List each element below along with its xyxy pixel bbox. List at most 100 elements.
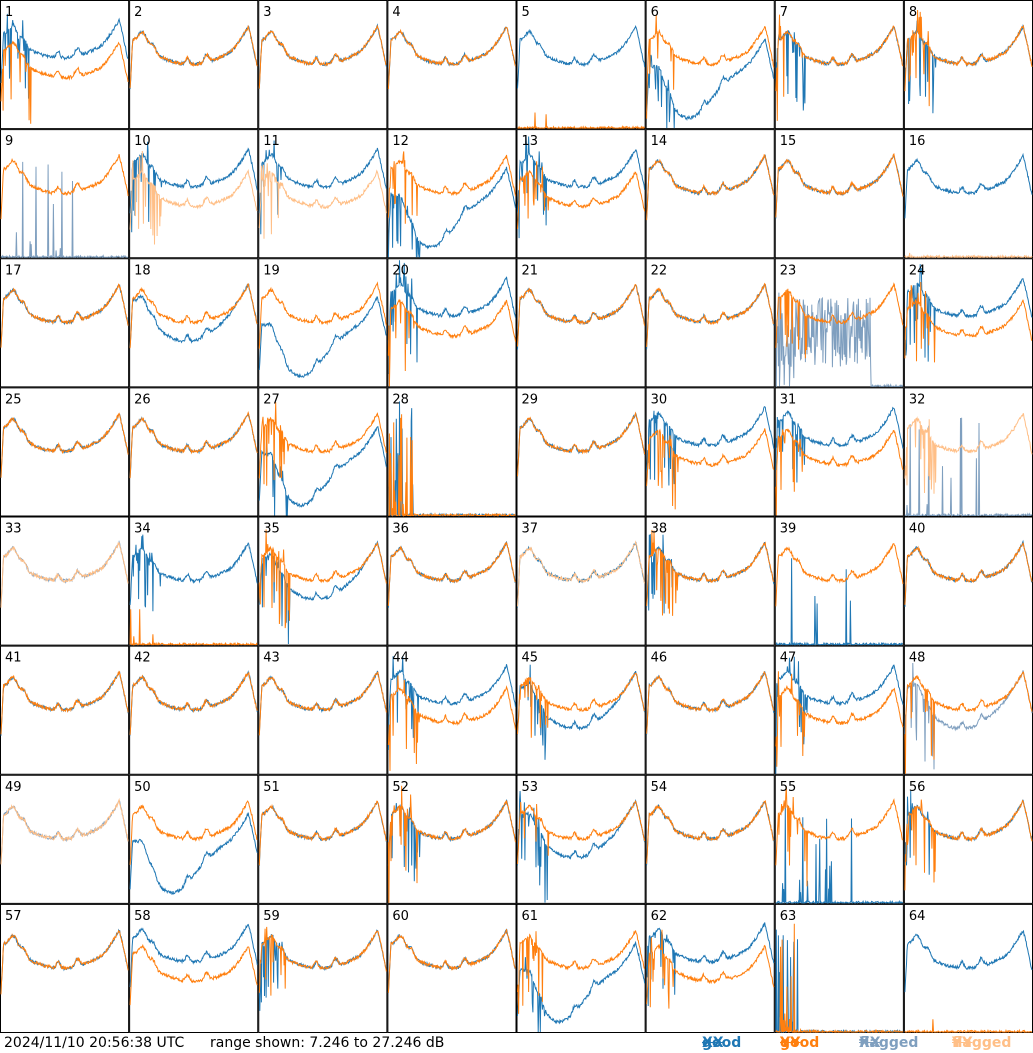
series-yy-60 [387,929,516,993]
series-yy-57 [0,929,129,995]
series-xx-44 [387,656,516,751]
series-yy-32 [904,412,1033,494]
panel-label: 17 [5,263,22,278]
panel-label: 22 [651,263,668,278]
panel-51: 51 [258,774,388,904]
panel-label: 10 [134,134,151,149]
panel-5: 5 [516,0,646,130]
panel-label: 24 [909,263,926,278]
series-xx-16 [904,152,1033,219]
panel-50: 50 [129,774,259,904]
series-yy-48 [904,671,1033,774]
panel-label: 25 [5,392,22,407]
series-yy-22 [646,282,775,348]
panel-frame [387,129,517,259]
panel-31: 31 [774,387,904,517]
series-xx-12 [387,166,516,258]
panel-label: 9 [5,134,13,149]
panel-label: 51 [263,780,280,795]
panel-49: 49 [0,774,130,904]
panel-43: 43 [258,645,388,775]
series-yy-52 [387,785,516,903]
series-yy-35 [258,529,387,629]
series-yy-29 [517,411,646,477]
panel-59: 59 [258,903,388,1033]
panel-64: 64 [903,903,1033,1033]
panel-label: 58 [134,909,151,924]
panel-25: 25 [0,387,130,517]
panel-frame [0,0,130,130]
series-yy-25 [0,412,129,478]
panel-6: 6 [645,0,775,130]
series-yy-64 [904,1019,1032,1033]
panel-label: 31 [780,392,797,407]
panel-label: 7 [780,5,788,20]
panel-label: 44 [392,651,409,666]
series-xx-1 [0,13,129,99]
panel-label: 35 [263,522,280,537]
panel-14: 14 [645,129,775,259]
panel-29: 29 [516,387,646,517]
series-yy-1 [0,40,129,124]
panel-46: 46 [645,645,775,775]
panel-label: 38 [651,522,668,537]
series-yy-34 [129,609,258,646]
series-yy-61 [517,930,646,1014]
panel-36: 36 [387,516,517,646]
panel-22: 22 [645,258,775,388]
series-xx-47 [775,656,904,774]
panel-label: 59 [263,909,280,924]
panel-label: 55 [780,780,797,795]
series-yy-36 [387,541,516,606]
panel-label: 14 [651,134,668,149]
panel-4: 4 [387,0,517,130]
panel-frame [129,903,259,1033]
series-yy-33 [0,542,129,608]
panel-label: 39 [780,522,797,537]
panel-40: 40 [903,516,1033,646]
panel-label: 46 [651,651,668,666]
panel-label: 48 [909,651,926,666]
series-xx-19 [258,296,387,378]
series-yy-13 [517,161,646,230]
series-xx-55 [775,802,904,905]
series-xx-23 [775,292,904,388]
series-xx-10 [129,141,258,233]
panel-61: 61 [516,903,646,1033]
panel-frame [387,645,517,775]
series-xx-34 [129,534,258,612]
series-xx-9 [0,161,129,259]
panel-label: 34 [134,522,151,537]
panel-label: 12 [392,134,409,149]
panel-56: 56 [903,774,1033,904]
panel-label: 11 [263,134,280,149]
panel-37: 37 [516,516,646,646]
legend-flagged-yy-symbol: YY [952,1035,973,1051]
series-yy-54 [646,799,775,864]
panel-label: 1 [5,5,13,20]
legend-good-yy-label: good [780,1035,820,1051]
panel-label: 27 [263,392,280,407]
panel-2: 2 [129,0,259,130]
series-yy-6 [646,14,775,119]
panel-20: 20 [387,258,517,388]
panel-label: 61 [522,909,539,924]
series-yy-27 [258,402,387,486]
panel-label: 21 [522,263,539,278]
series-yy-9 [0,154,129,220]
panel-label: 8 [909,5,917,20]
series-xx-18 [129,283,258,348]
panel-58: 58 [129,903,259,1033]
series-yy-30 [646,428,775,510]
series-yy-40 [904,542,1033,605]
series-xx-58 [129,923,258,988]
panel-label: 47 [780,651,797,666]
panel-55: 55 [774,774,904,905]
series-yy-26 [129,411,258,479]
panel-label: 62 [651,909,668,924]
panel-frame [903,903,1033,1033]
series-yy-21 [517,284,646,347]
range-label: range shown: 7.246 to 27.246 dB [210,1035,445,1051]
series-xx-61 [517,940,646,1033]
